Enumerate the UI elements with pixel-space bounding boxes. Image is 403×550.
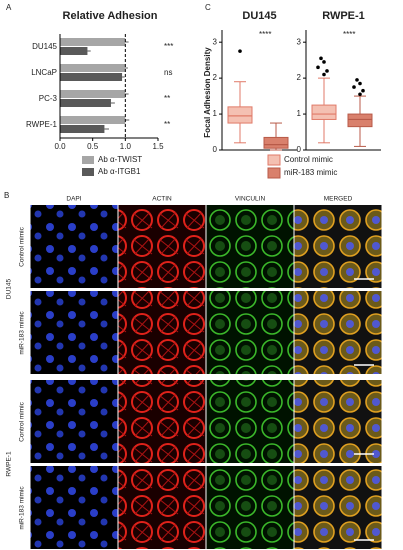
micrograph	[206, 380, 294, 463]
micrograph	[206, 205, 294, 288]
annotation: **	[164, 94, 170, 103]
bar	[60, 73, 123, 81]
legend-label: Ab α-ITGB1	[98, 167, 141, 176]
y-tick-label: 0	[297, 145, 302, 154]
annotation: ns	[164, 68, 172, 77]
y-tick-label: 3	[213, 37, 218, 46]
y-tick-label: 3	[297, 37, 302, 46]
box	[263, 136, 289, 149]
bar	[60, 64, 126, 72]
micrograph	[118, 205, 206, 288]
bar	[60, 47, 88, 55]
micrograph	[30, 205, 118, 288]
y-tick-label: DU145	[32, 42, 57, 51]
panel-label: C	[205, 3, 211, 12]
legend-label: Control mimic	[284, 155, 333, 164]
bar	[60, 99, 111, 107]
chart-title: Relative Adhesion	[63, 10, 158, 22]
row-label: miR-183 mimic	[19, 486, 26, 530]
micrograph	[118, 466, 206, 549]
group-label: DU145	[6, 278, 13, 299]
annotation: ****	[343, 30, 355, 39]
annotation: **	[164, 120, 170, 129]
y-tick-label: 1	[213, 109, 218, 118]
legend-label: miR-183 mimic	[284, 168, 337, 177]
outlier	[322, 72, 326, 77]
outlier	[358, 81, 362, 86]
legend-swatch	[82, 156, 94, 164]
group-title: DU145	[242, 10, 276, 22]
box	[227, 106, 253, 124]
outlier	[352, 85, 356, 89]
bar	[60, 38, 126, 46]
bar	[60, 125, 105, 133]
group-label: RWPE-1	[6, 451, 13, 477]
micrograph	[118, 380, 206, 463]
row-label: Control mimic	[19, 401, 26, 441]
micrograph	[206, 466, 294, 549]
outlier	[322, 60, 326, 64]
y-tick-label: 2	[213, 73, 218, 82]
legend-swatch	[267, 167, 281, 179]
y-tick-label: 0	[213, 145, 218, 154]
column-header: MERGED	[324, 196, 353, 203]
x-tick-label: 0.5	[87, 142, 99, 151]
bar	[60, 116, 126, 124]
panel-label: A	[6, 3, 12, 12]
micrograph	[294, 466, 382, 549]
micrograph	[206, 291, 294, 374]
bar	[60, 90, 126, 98]
y-tick-label: LNCaP	[31, 68, 57, 77]
y-tick-label: 1	[297, 109, 302, 118]
box	[347, 113, 373, 128]
micrograph	[30, 466, 118, 549]
legend-swatch	[267, 154, 281, 166]
outlier	[238, 49, 242, 53]
outlier	[325, 69, 329, 73]
micrograph	[118, 291, 206, 374]
x-tick-label: 0.0	[54, 142, 66, 151]
outlier	[361, 88, 365, 93]
column-header: VINCULIN	[235, 196, 266, 203]
outlier	[319, 56, 323, 61]
legend-label: Ab α-TWIST	[98, 155, 142, 164]
column-header: DAPI	[66, 196, 81, 203]
legend-swatch	[82, 168, 94, 176]
y-axis-label: Focal Adhesion Density	[203, 47, 212, 138]
annotation: ***	[164, 42, 173, 51]
micrograph	[30, 291, 118, 374]
group-title: RWPE-1	[322, 10, 365, 22]
panel-label: B	[4, 191, 9, 200]
micrograph	[294, 291, 382, 374]
micrograph	[30, 380, 118, 463]
y-tick-label: PC-3	[39, 94, 58, 103]
micrograph	[294, 380, 382, 463]
outlier	[355, 78, 359, 82]
outlier	[358, 92, 362, 97]
row-label: Control mimic	[19, 226, 26, 266]
box	[311, 104, 337, 120]
row-label: miR-183 mimic	[19, 311, 26, 355]
outlier	[316, 65, 320, 70]
micrograph	[294, 205, 382, 288]
x-tick-label: 1.0	[120, 142, 132, 151]
x-tick-label: 1.5	[152, 142, 164, 151]
annotation: ****	[259, 30, 271, 39]
y-tick-label: RWPE-1	[26, 120, 58, 129]
column-header: ACTIN	[152, 196, 172, 203]
y-tick-label: 2	[297, 73, 302, 82]
